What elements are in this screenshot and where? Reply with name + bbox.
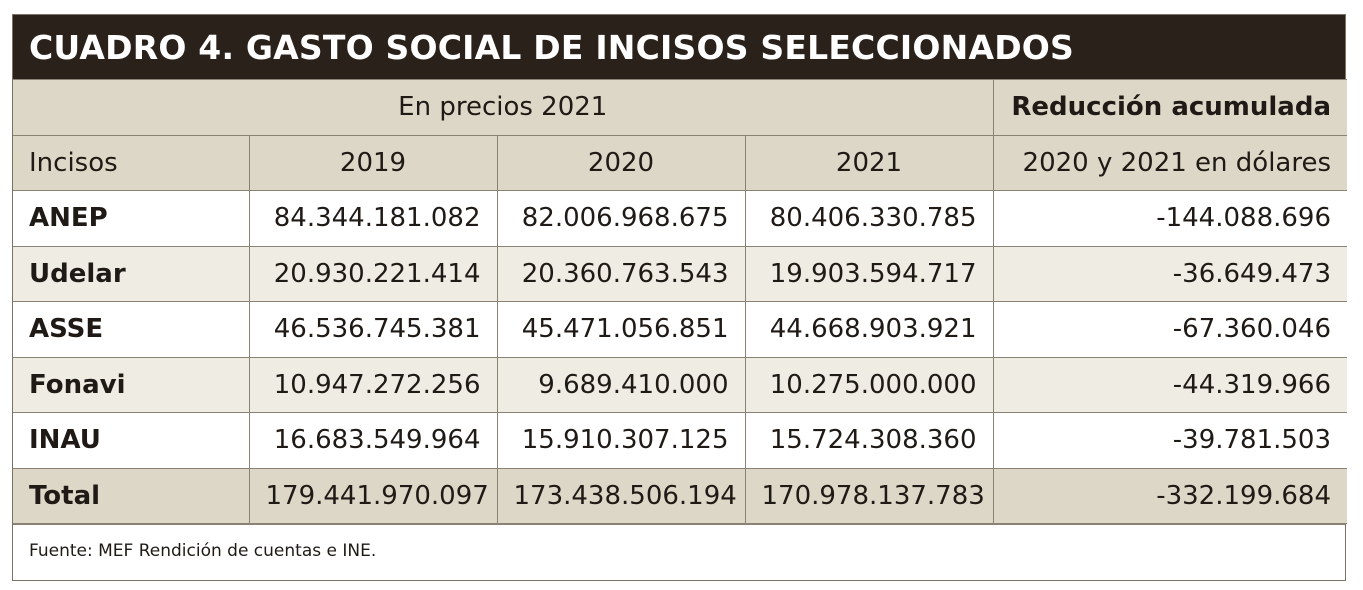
- table-row: Fonavi 10.947.272.256 9.689.410.000 10.2…: [13, 356, 1348, 413]
- row-reduction: -44.319.966: [992, 356, 1348, 413]
- data-table: En precios 2021 Reducción acumulada Inci…: [13, 79, 1348, 524]
- row-2019: 20.930.221.414: [248, 245, 498, 302]
- table-row: ANEP 84.344.181.082 82.006.968.675 80.40…: [13, 190, 1348, 247]
- total-2021: 170.978.137.783: [744, 467, 994, 524]
- row-2020: 45.471.056.851: [496, 301, 746, 358]
- row-inciso: Fonavi: [13, 356, 250, 413]
- table-row: Udelar 20.930.221.414 20.360.763.543 19.…: [13, 245, 1348, 302]
- total-row: Total 179.441.970.097 173.438.506.194 17…: [13, 467, 1348, 524]
- table-frame: CUADRO 4. GASTO SOCIAL DE INCISOS SELECC…: [12, 14, 1348, 581]
- header-row-columns: Incisos 2019 2020 2021 2020 y 2021 en dó…: [13, 134, 1348, 191]
- row-reduction: -144.088.696: [992, 190, 1348, 247]
- total-reduction: -332.199.684: [992, 467, 1348, 524]
- row-reduction: -67.360.046: [992, 301, 1348, 358]
- row-2019: 46.536.745.381: [248, 301, 498, 358]
- header-incisos: Incisos: [13, 134, 250, 191]
- row-inciso: ANEP: [13, 190, 250, 247]
- header-reduction-years: 2020 y 2021 en dólares: [992, 134, 1348, 191]
- row-inciso: Udelar: [13, 245, 250, 302]
- row-2021: 80.406.330.785: [744, 190, 994, 247]
- total-2020: 173.438.506.194: [496, 467, 746, 524]
- row-2021: 15.724.308.360: [744, 412, 994, 469]
- header-2020: 2020: [496, 134, 746, 191]
- row-2020: 20.360.763.543: [496, 245, 746, 302]
- row-2019: 84.344.181.082: [248, 190, 498, 247]
- header-group-prices: En precios 2021: [13, 79, 994, 136]
- header-2019: 2019: [248, 134, 498, 191]
- table-title: CUADRO 4. GASTO SOCIAL DE INCISOS SELECC…: [29, 27, 1075, 67]
- row-2020: 9.689.410.000: [496, 356, 746, 413]
- header-reduction-label: Reducción acumulada: [992, 79, 1348, 136]
- header-2021: 2021: [744, 134, 994, 191]
- table-title-bar: CUADRO 4. GASTO SOCIAL DE INCISOS SELECC…: [13, 15, 1345, 79]
- row-2021: 19.903.594.717: [744, 245, 994, 302]
- row-2021: 44.668.903.921: [744, 301, 994, 358]
- table-row: ASSE 46.536.745.381 45.471.056.851 44.66…: [13, 301, 1348, 358]
- row-2019: 16.683.549.964: [248, 412, 498, 469]
- row-inciso: ASSE: [13, 301, 250, 358]
- source-note: Fuente: MEF Rendición de cuentas e INE.: [13, 524, 1345, 576]
- row-2020: 15.910.307.125: [496, 412, 746, 469]
- total-label: Total: [13, 467, 250, 524]
- row-reduction: -39.781.503: [992, 412, 1348, 469]
- row-2020: 82.006.968.675: [496, 190, 746, 247]
- row-reduction: -36.649.473: [992, 245, 1348, 302]
- row-2021: 10.275.000.000: [744, 356, 994, 413]
- total-2019: 179.441.970.097: [248, 467, 498, 524]
- row-2019: 10.947.272.256: [248, 356, 498, 413]
- table-row: INAU 16.683.549.964 15.910.307.125 15.72…: [13, 412, 1348, 469]
- row-inciso: INAU: [13, 412, 250, 469]
- header-row-group: En precios 2021 Reducción acumulada: [13, 79, 1348, 136]
